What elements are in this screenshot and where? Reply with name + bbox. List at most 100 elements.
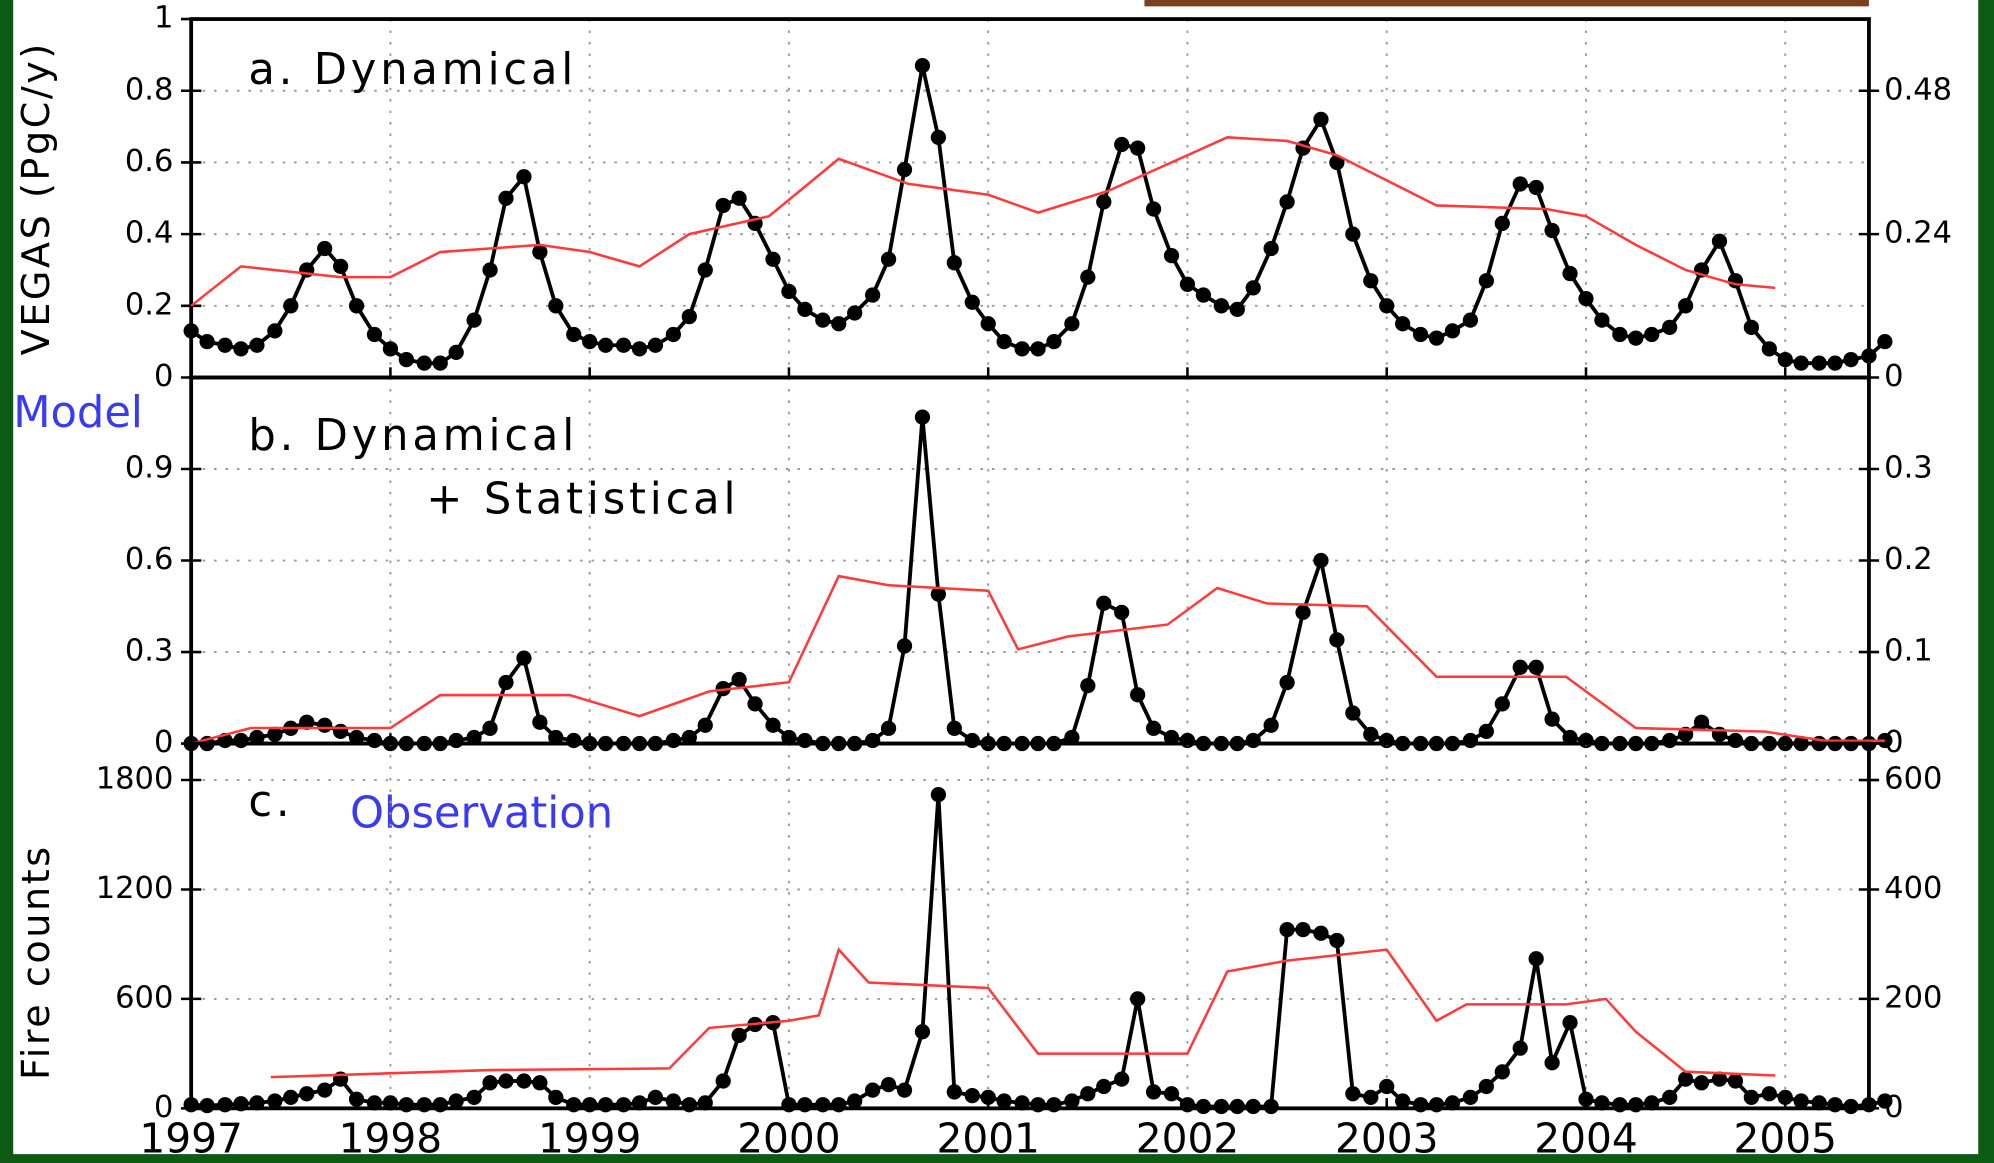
- data-point: [217, 1097, 233, 1113]
- data-point: [448, 1093, 464, 1109]
- data-point: [1080, 677, 1096, 694]
- data-point: [731, 190, 747, 206]
- data-point: [715, 1073, 731, 1089]
- data-point: [382, 1095, 399, 1111]
- data-point: [681, 1097, 697, 1113]
- data-point: [466, 729, 482, 746]
- data-point: [249, 1095, 265, 1111]
- data-point: [1528, 659, 1544, 675]
- data-point: [1711, 1071, 1728, 1087]
- data-point: [267, 1093, 283, 1109]
- data-point: [1295, 604, 1311, 621]
- data-point: [715, 197, 731, 214]
- data-point: [631, 341, 648, 357]
- data-point: [1412, 1097, 1429, 1113]
- x-tick-label: 2003: [1335, 1114, 1438, 1162]
- data-point: [1544, 711, 1560, 727]
- data-point: [1313, 111, 1329, 128]
- data-point: [1478, 1078, 1494, 1095]
- y-tick-label: 1800: [96, 762, 174, 797]
- data-point: [1478, 273, 1494, 289]
- y-tick-label: 0: [154, 1090, 173, 1125]
- data-point: [1345, 1086, 1361, 1102]
- data-point: [1743, 319, 1759, 335]
- data-point: [996, 1093, 1012, 1109]
- data-point: [964, 294, 980, 310]
- series-line: [270, 947, 1776, 1079]
- data-point: [1877, 334, 1893, 350]
- y-tick-label: 0.4: [125, 216, 174, 251]
- data-point: [566, 1097, 582, 1113]
- data-point: [615, 337, 632, 353]
- data-point: [1494, 696, 1510, 712]
- data-point: [1462, 1089, 1479, 1106]
- x-tick-label: 2000: [737, 1114, 840, 1162]
- data-point: [1428, 330, 1445, 346]
- data-point: [482, 1075, 498, 1091]
- data-point: [1263, 240, 1279, 257]
- data-point: [1245, 732, 1261, 749]
- data-point: [1628, 330, 1644, 346]
- data-point: [1345, 705, 1361, 721]
- data-point: [1512, 1040, 1528, 1056]
- data-point: [1562, 1014, 1578, 1031]
- data-point: [267, 323, 283, 339]
- data-point: [865, 287, 881, 303]
- data-point: [1030, 341, 1046, 357]
- data-point: [1064, 1093, 1080, 1109]
- data-point: [348, 298, 365, 314]
- x-tick-label: 2002: [1136, 1114, 1239, 1162]
- data-point: [765, 251, 781, 267]
- data-point: [1395, 1093, 1411, 1109]
- data-point: [299, 1086, 315, 1102]
- data-point: [665, 1093, 681, 1109]
- data-point: [1711, 233, 1728, 249]
- data-point: [1594, 312, 1610, 328]
- data-point: [582, 1097, 598, 1113]
- y2-tick-label: 0: [1884, 359, 1903, 394]
- data-point: [1562, 265, 1578, 282]
- data-point: [466, 1089, 482, 1106]
- y2-tick-label: 0.24: [1884, 216, 1952, 251]
- data-point: [880, 1077, 897, 1093]
- data-point: [1395, 316, 1411, 332]
- data-point: [233, 732, 249, 749]
- data-point: [1662, 1089, 1678, 1106]
- data-point: [980, 1089, 996, 1106]
- y2-tick-label: 0: [1884, 725, 1903, 760]
- data-point: [1528, 951, 1544, 967]
- data-point: [448, 344, 464, 361]
- data-point: [1578, 1091, 1594, 1107]
- panel-frame: [189, 741, 1871, 1111]
- data-point: [1313, 552, 1329, 569]
- data-point: [1379, 298, 1395, 314]
- data-point: [1512, 176, 1528, 192]
- data-point: [615, 1097, 632, 1113]
- data-point: [731, 671, 747, 688]
- data-point: [1843, 1098, 1859, 1115]
- observation-label: Observation: [350, 789, 613, 839]
- data-point: [865, 732, 881, 749]
- panel-title: c.: [248, 777, 293, 827]
- data-point: [1279, 194, 1295, 210]
- data-point: [249, 337, 265, 353]
- data-point: [1014, 1095, 1030, 1111]
- data-point: [1345, 226, 1361, 242]
- data-point: [1793, 355, 1809, 371]
- data-point: [466, 312, 482, 328]
- data-point: [1777, 1089, 1793, 1106]
- data-point: [532, 1075, 548, 1091]
- data-point: [332, 723, 349, 739]
- data-point: [566, 326, 582, 343]
- data-point: [498, 1073, 514, 1089]
- data-point: [964, 732, 980, 749]
- x-tick-label: 1997: [139, 1114, 242, 1162]
- data-point: [1114, 1071, 1130, 1087]
- data-point: [1727, 732, 1744, 749]
- data-point: [781, 1097, 797, 1113]
- data-point: [597, 1097, 614, 1113]
- y2-tick-label: 0.3: [1884, 451, 1933, 486]
- data-point: [267, 726, 283, 743]
- y-tick-label: 1: [154, 1, 173, 36]
